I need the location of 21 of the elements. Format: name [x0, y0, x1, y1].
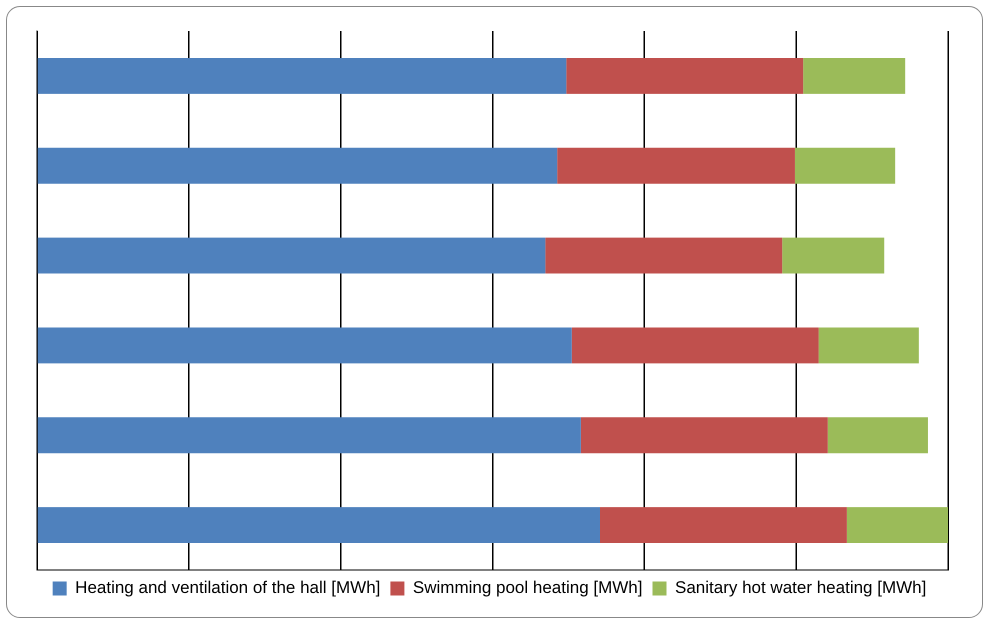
- bar: [782, 238, 884, 274]
- bar: [846, 507, 948, 544]
- bar: [572, 327, 819, 364]
- bar: [38, 58, 566, 94]
- bar: [38, 507, 600, 544]
- bar: [38, 238, 546, 274]
- bar: [580, 417, 828, 454]
- bar: [545, 238, 782, 274]
- bar: [557, 148, 795, 184]
- bar: [828, 417, 928, 454]
- bar: [38, 327, 572, 364]
- bar: [803, 58, 906, 94]
- bar: [38, 148, 558, 184]
- bar: [794, 148, 896, 184]
- legend-label: Sanitary hot water heating [MWh]: [674, 578, 926, 598]
- legend-label: Heating and ventilation of the hall [MWh]: [75, 578, 380, 598]
- bar: [38, 417, 581, 454]
- bar: [818, 327, 919, 364]
- legend-label: Swimming pool heating [MWh]: [412, 578, 642, 598]
- bar: [600, 507, 847, 544]
- bar: [566, 58, 804, 94]
